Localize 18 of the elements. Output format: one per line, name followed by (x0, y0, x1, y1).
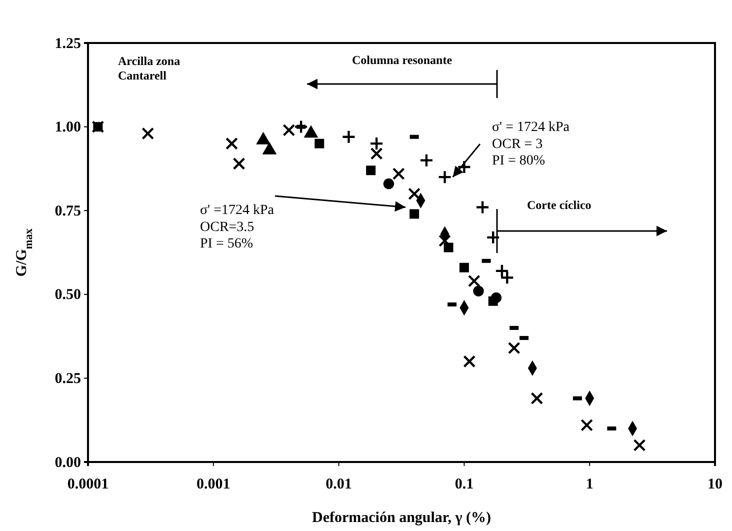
y-tick-label: 0.75 (54, 203, 81, 220)
annotation: Corte cíclico (527, 198, 592, 212)
annotation: σ' = 1724 kPa OCR = 3 PI = 80% (492, 120, 570, 169)
x-tick-label: 0.01 (326, 476, 352, 492)
annotation: σ' =1724 kPa OCR=3.5 PI = 56% (200, 203, 275, 252)
x-tick-label: 0.0001 (67, 476, 109, 492)
annotation: Arcilla zona Cantarell (118, 54, 180, 82)
y-tick-label: 1.25 (54, 36, 81, 52)
x-axis-title: Deformación angular, γ (%) (312, 510, 491, 526)
y-tick-label: 1.00 (54, 120, 81, 136)
x-tick-label: 0.001 (196, 476, 230, 492)
x-tick-label: 10 (708, 476, 722, 492)
x-tick-label: 0.1 (454, 476, 474, 492)
y-tick-label: 0.25 (54, 371, 81, 387)
y-tick-label: 0.00 (54, 454, 81, 471)
y-tick-label: 0.50 (54, 287, 81, 304)
x-tick-label: 1 (586, 476, 594, 492)
annotation: Columna resonante (352, 53, 453, 67)
